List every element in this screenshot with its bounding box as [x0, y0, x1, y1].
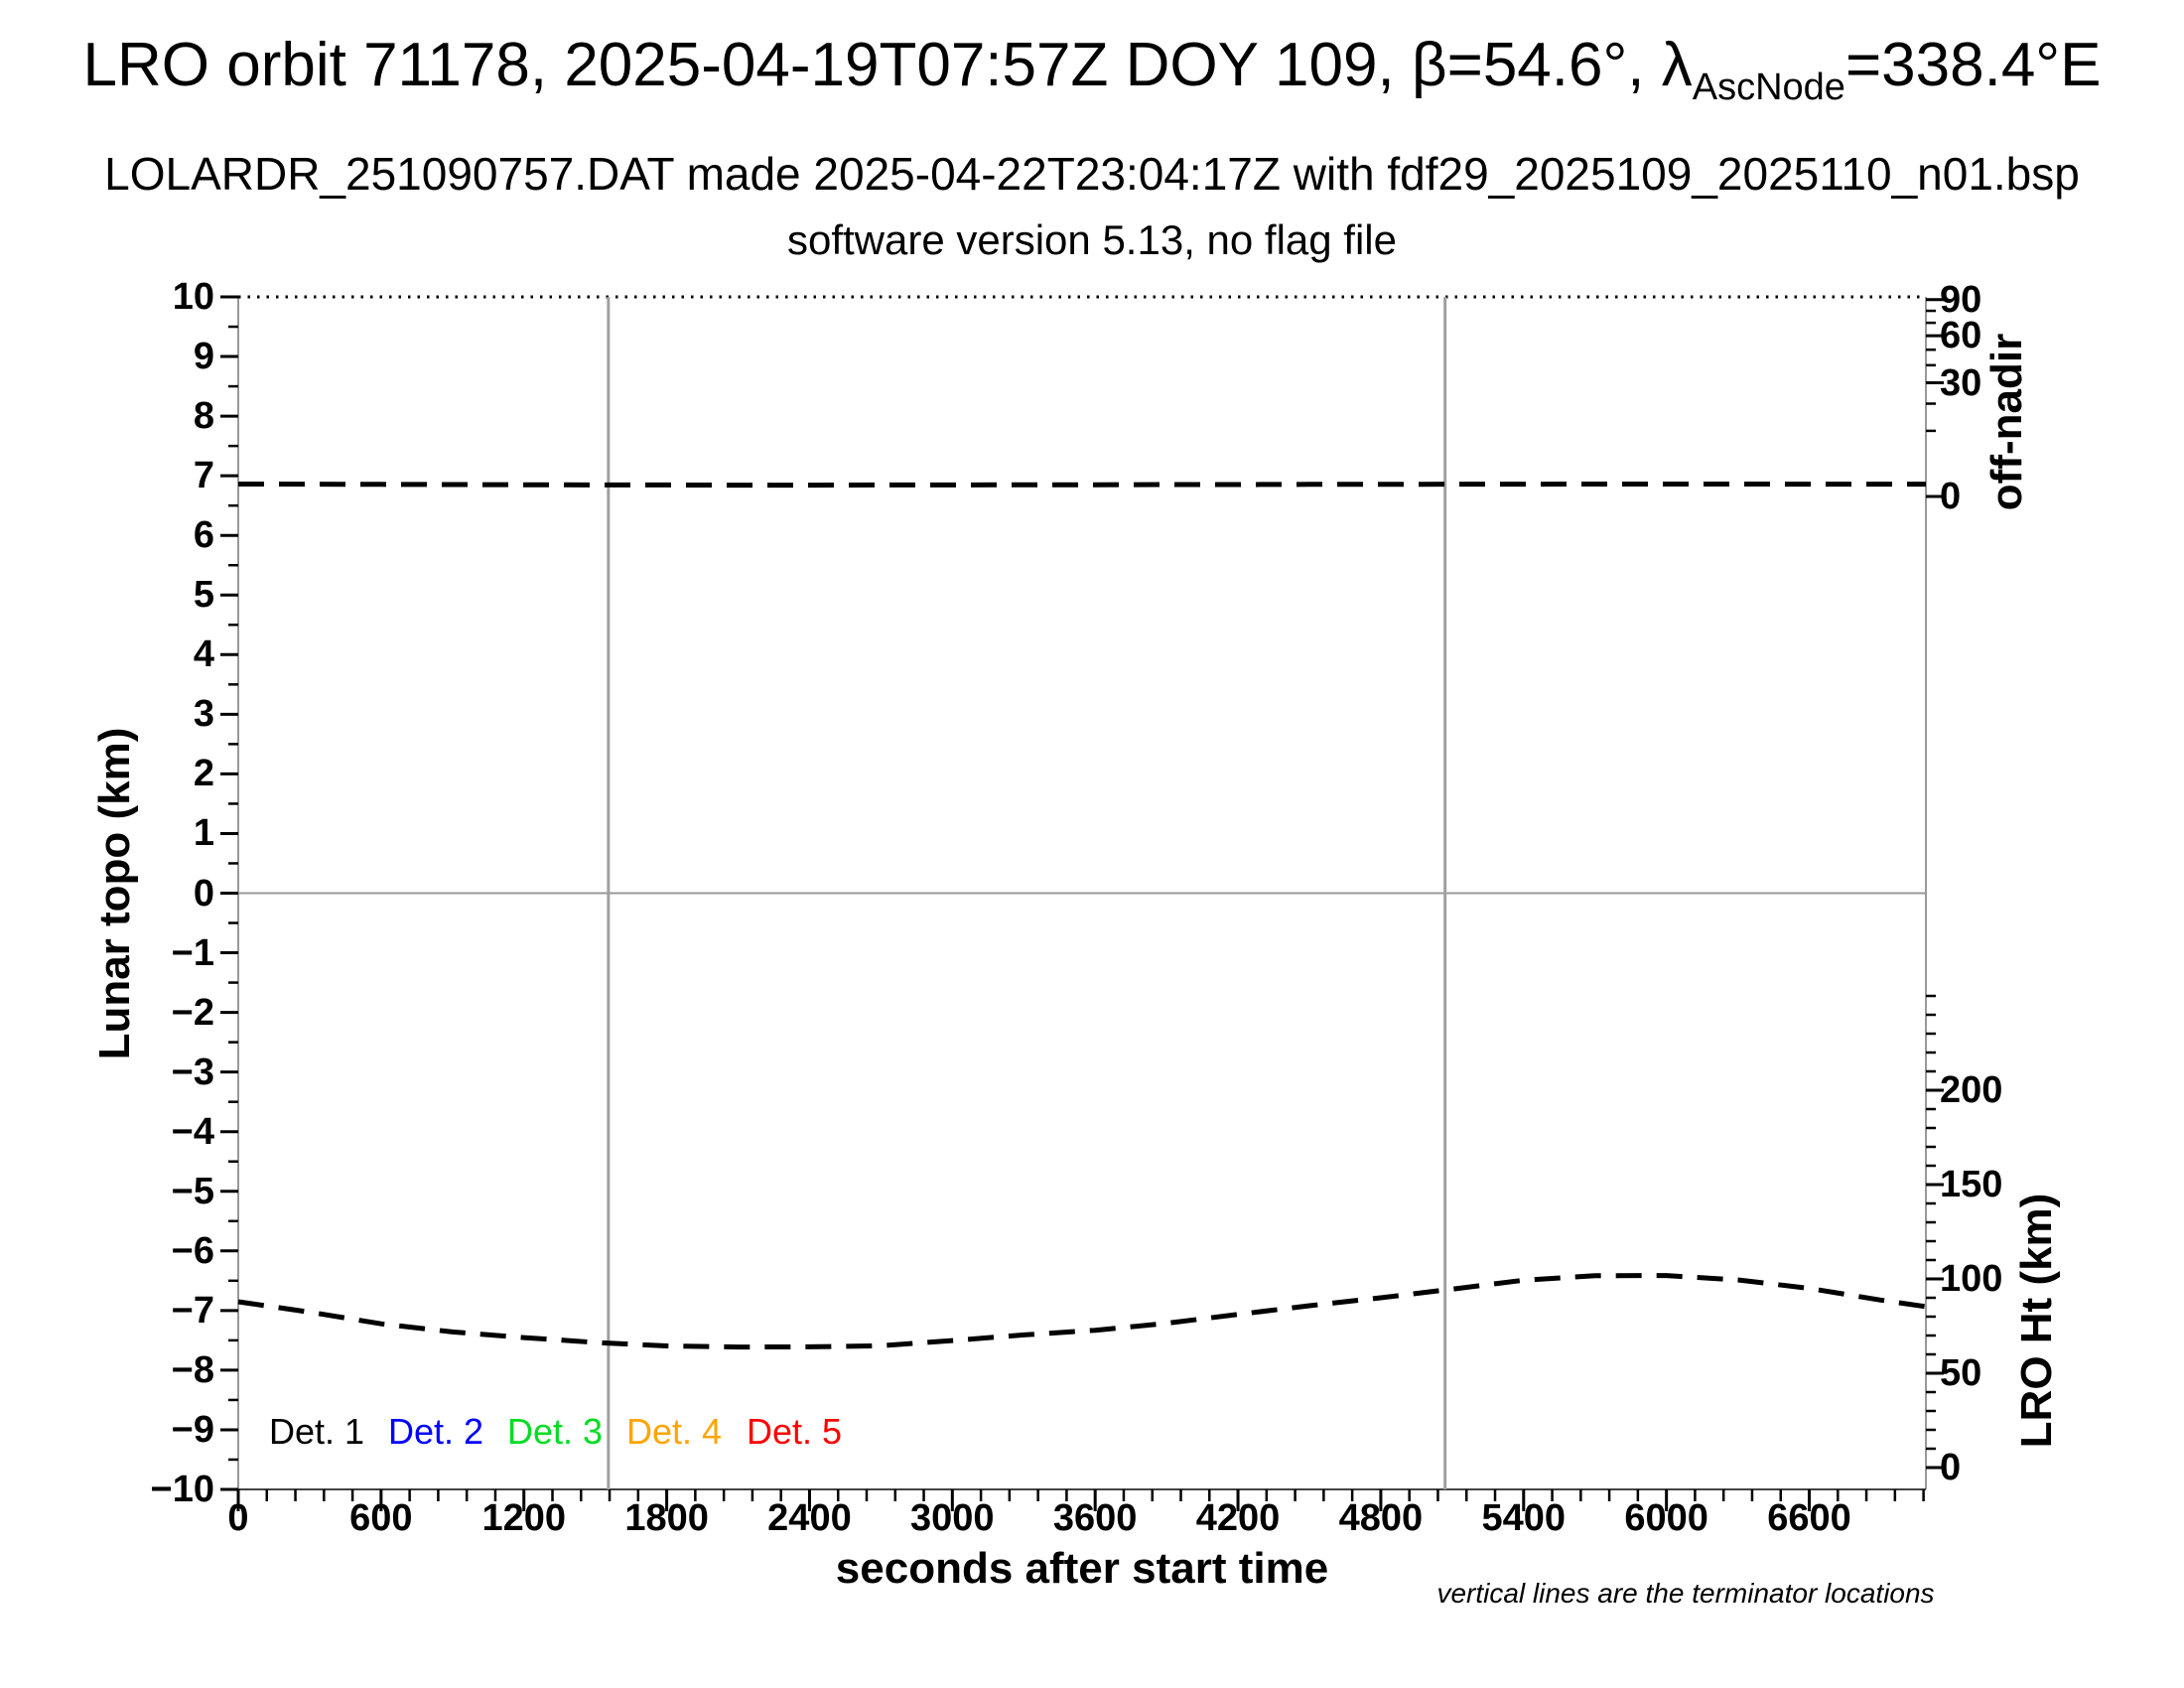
left-tick-label: 1 — [193, 812, 214, 855]
plot-subtitle-file: LOLARDR_251090757.DAT made 2025-04-22T23… — [104, 148, 2080, 200]
offnadir-axis-title: off-nadir — [1982, 333, 2031, 511]
left-tick-label: 2 — [193, 753, 214, 795]
left-tick-label: 6 — [193, 514, 214, 557]
left-tick-label: 4 — [193, 633, 214, 676]
offnadir-tick-label: 90 — [1940, 278, 1982, 321]
x-tick-label: 1800 — [624, 1497, 709, 1539]
x-tick-label: 2400 — [767, 1497, 852, 1539]
left-tick-label: −4 — [171, 1110, 214, 1153]
left-tick-label: −10 — [150, 1469, 214, 1510]
x-tick-label: 3000 — [910, 1497, 995, 1539]
height-tick-label: 100 — [1940, 1258, 2003, 1300]
offnadir-tick-label: 0 — [1940, 476, 1962, 517]
legend-item-det-2: Det. 2 — [387, 1411, 484, 1452]
height-tick-label: 0 — [1940, 1447, 1962, 1488]
plot-title-prefix: LRO orbit 71178, 2025-04-19T07:57Z DOY 1… — [82, 31, 1693, 99]
legend-item-det-5: Det. 5 — [746, 1411, 843, 1452]
plot-title: LRO orbit 71178, 2025-04-19T07:57Z DOY 1… — [0, 30, 2184, 108]
left-axis-title: Lunar topo (km) — [90, 727, 139, 1060]
x-tick-label: 1200 — [481, 1497, 566, 1539]
left-tick-label: −1 — [171, 931, 214, 974]
x-tick-label: 6000 — [1624, 1497, 1708, 1539]
legend-item-det-4: Det. 4 — [625, 1411, 723, 1452]
x-tick-label: 0 — [227, 1497, 249, 1539]
offnadir-tick-label: 60 — [1940, 315, 1982, 357]
left-tick-label: −3 — [171, 1051, 214, 1093]
plot-title-lambda-subscript: AscNode — [1692, 67, 1845, 108]
x-tick-label: 4200 — [1195, 1497, 1281, 1539]
plot-subtitle-software: software version 5.13, no flag file — [786, 216, 1397, 263]
left-tick-label: 9 — [193, 336, 214, 378]
x-tick-label: 4800 — [1338, 1497, 1424, 1539]
left-tick-label: −6 — [171, 1229, 214, 1272]
x-tick-label: 3600 — [1052, 1497, 1138, 1539]
plot-title-suffix: =338.4°E — [1844, 31, 2102, 99]
offnadir-angle-curve — [237, 482, 1926, 489]
left-tick-label: −7 — [171, 1289, 214, 1332]
left-tick-label: 8 — [193, 395, 214, 438]
left-tick-label: −5 — [171, 1170, 214, 1212]
height-axis-title: LRO Ht (km) — [2012, 1193, 2061, 1449]
x-tick-label: 6600 — [1767, 1497, 1851, 1539]
lro-height-curve — [237, 1273, 1927, 1350]
height-tick-label: 150 — [1940, 1164, 2003, 1205]
left-tick-label: 5 — [193, 574, 214, 617]
height-tick-label: 200 — [1940, 1069, 2003, 1111]
offnadir-tick-label: 30 — [1940, 361, 1982, 404]
left-tick-label: 7 — [193, 455, 214, 497]
legend-item-det-1: Det. 1 — [268, 1411, 365, 1452]
x-tick-label: 5400 — [1481, 1497, 1567, 1539]
left-tick-label: −2 — [171, 991, 214, 1034]
left-tick-label: 0 — [193, 872, 214, 914]
terminator-note: vertical lines are the terminator locati… — [1436, 1578, 1935, 1609]
left-tick-label: −9 — [171, 1408, 214, 1451]
legend-item-det-3: Det. 3 — [506, 1411, 604, 1452]
height-tick-label: 50 — [1940, 1352, 1982, 1394]
left-tick-label: 10 — [172, 276, 214, 318]
x-tick-label: 600 — [349, 1497, 413, 1539]
left-tick-label: 3 — [193, 693, 214, 736]
x-axis-title: seconds after start time — [835, 1544, 1329, 1593]
left-tick-label: −8 — [171, 1348, 214, 1391]
